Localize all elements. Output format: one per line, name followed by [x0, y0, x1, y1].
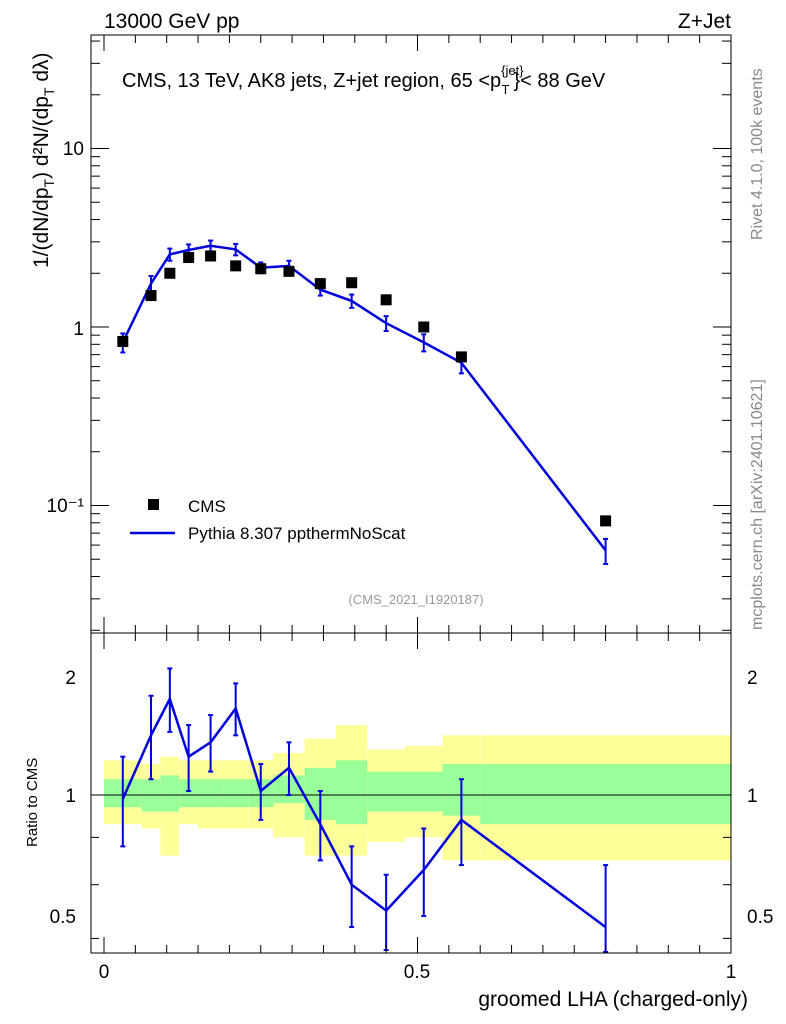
- svg-text:1/(dN/dpT) d²N/(dpT dλ): 1/(dN/dpT) d²N/(dpT dλ): [30, 52, 57, 268]
- data-point: [230, 260, 242, 272]
- data-point: [346, 277, 358, 289]
- main-axis-ticks: [91, 35, 732, 633]
- inner-band-segment: [480, 764, 731, 825]
- data-point: [314, 278, 326, 290]
- xtick-label-1: 1: [726, 962, 737, 983]
- analysis-reference: (CMS_2021_I1920187): [348, 592, 483, 607]
- inner-band-segment: [404, 771, 443, 812]
- header-left: 13000 GeV pp: [104, 10, 239, 33]
- data-point: [183, 252, 195, 264]
- xtick-label-0: 0: [99, 962, 110, 983]
- legend-mc-label: Pythia 8.307 ppthermNoScat: [188, 524, 406, 543]
- data-point: [600, 515, 612, 527]
- data-point: [380, 294, 392, 306]
- ratio-ytick-1: 1: [65, 786, 76, 807]
- main-ylabel: 1/(dN/dpT) d²N/(dpT dλ): [30, 52, 57, 268]
- data-markers: [117, 250, 612, 527]
- ytick-label-1: 1: [73, 319, 84, 340]
- ratio-frame: [90, 632, 732, 954]
- ratio-panel: 2 1 0.5 2 1 0.5 Ratio to CMS: [24, 632, 773, 954]
- inner-band-segment: [335, 760, 368, 825]
- legend-data-label: CMS: [188, 497, 226, 516]
- mcplots-label: mcplots.cern.ch [arXiv:2401.10621]: [749, 379, 766, 630]
- data-point: [117, 335, 129, 347]
- data-point: [283, 265, 295, 277]
- inner-band-segment: [223, 779, 249, 808]
- ratio-series-line: [121, 695, 607, 929]
- ratio-ytick-1-right: 1: [747, 786, 758, 807]
- ratio-ytick-2-right: 2: [747, 668, 758, 689]
- main-title: CMS, 13 TeV, AK8 jets, Z+jet region, 65 …: [122, 63, 606, 97]
- data-point: [145, 290, 157, 302]
- data-point: [455, 351, 467, 363]
- ratio-ylabel: Ratio to CMS: [24, 758, 41, 847]
- inner-band-segment: [198, 779, 224, 808]
- legend-data-marker: [148, 499, 159, 510]
- ytick-label-10: 10: [63, 139, 84, 160]
- ytick-label-0.1: 10⁻¹: [47, 496, 85, 517]
- data-point: [164, 267, 176, 279]
- main-frame: [90, 34, 732, 634]
- data-point: [418, 321, 430, 333]
- ratio-ytick-0.5: 0.5: [50, 907, 76, 928]
- data-point: [205, 250, 217, 262]
- xaxis-label: groomed LHA (charged-only): [478, 988, 748, 1011]
- main-panel: CMS, 13 TeV, AK8 jets, Z+jet region, 65 …: [30, 34, 732, 634]
- rivet-label: Rivet 4.1.0, 100k events: [749, 68, 766, 240]
- uncertainty-bands: [104, 725, 731, 861]
- header-right: Z+Jet: [678, 10, 731, 33]
- inner-band-segment: [367, 771, 405, 812]
- inner-band-segment: [179, 779, 199, 808]
- data-point: [255, 263, 267, 275]
- inner-band-segment: [160, 775, 180, 812]
- ratio-ytick-0.5-right: 0.5: [747, 907, 773, 928]
- ratio-ytick-2: 2: [65, 668, 76, 689]
- legend: CMS Pythia 8.307 ppthermNoScat: [130, 497, 406, 543]
- xtick-label-0.5: 0.5: [404, 962, 430, 983]
- mc-series-line: [121, 244, 607, 552]
